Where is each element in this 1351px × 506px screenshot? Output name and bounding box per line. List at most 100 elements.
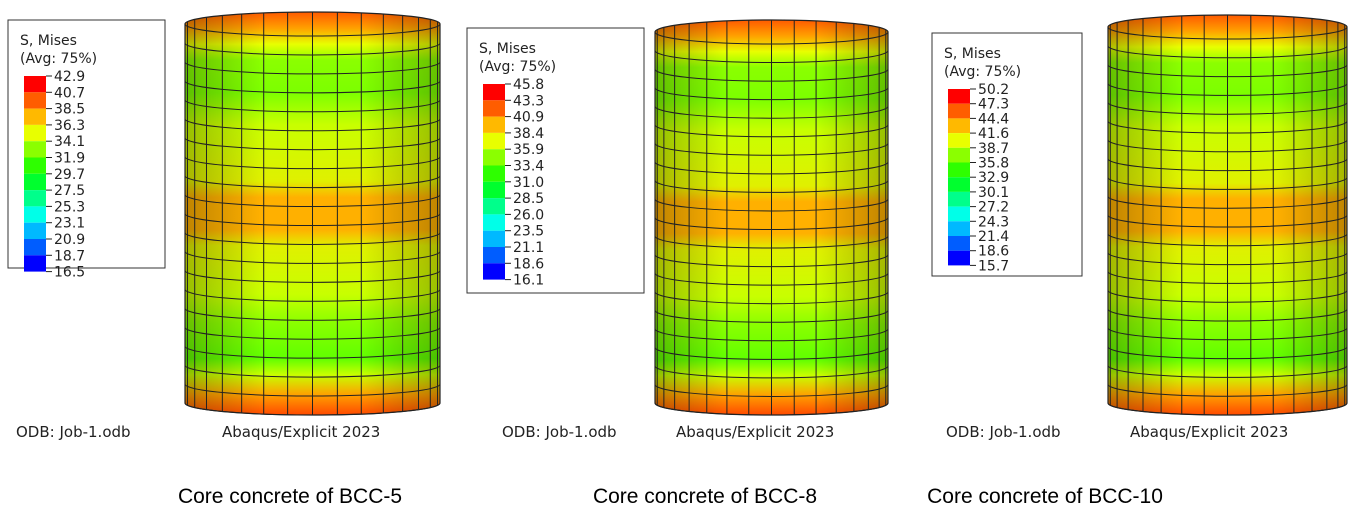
legend-swatch [948, 89, 970, 104]
mesh-line [1107, 158, 1348, 172]
legend-swatch [483, 181, 505, 199]
mesh-line [1107, 177, 1348, 190]
mesh-line [654, 291, 889, 305]
mesh-line [184, 213, 441, 226]
legend-value: 40.7 [54, 85, 85, 101]
mesh-line [654, 347, 889, 360]
software-label: Abaqus/Explicit 2023 [676, 423, 834, 441]
legend-value: 27.2 [978, 200, 1009, 216]
legend-title: S, Mises [20, 33, 77, 49]
caption: Core concrete of BCC-10 [927, 485, 1163, 506]
cylinder-outline [1107, 14, 1348, 416]
legend-value: 45.8 [513, 77, 544, 93]
legend-value: 20.9 [54, 232, 85, 248]
legend-value: 23.5 [513, 224, 544, 240]
legend-value: 18.6 [513, 256, 544, 272]
mesh-line [1107, 290, 1348, 303]
legend-swatch [24, 190, 46, 207]
legend-swatch [483, 214, 505, 231]
legend-swatch [948, 118, 970, 134]
legend-swatch [948, 133, 970, 148]
mesh-line [654, 124, 889, 138]
mesh-line [654, 161, 889, 175]
legend-value: 16.1 [513, 273, 544, 289]
mesh-line [654, 365, 889, 379]
legend-value: 18.6 [978, 244, 1009, 260]
panel: S, Mises (Avg: 75%) 50.247.344.441.638.735… [927, 14, 1348, 506]
legend-value: 31.9 [54, 151, 85, 167]
legend-value: 21.1 [513, 240, 544, 256]
legend-value: 21.4 [978, 229, 1009, 245]
legend-value: 28.5 [513, 191, 544, 207]
mesh-line [1107, 384, 1348, 397]
legend-swatch [948, 103, 970, 119]
legend-swatch [483, 198, 505, 215]
legend-value: 41.6 [978, 126, 1009, 142]
legend-value: 44.4 [978, 111, 1009, 127]
mesh-line [1107, 214, 1348, 228]
legend-value: 29.7 [54, 167, 85, 183]
legend-swatch [948, 236, 970, 251]
legend-swatch [948, 221, 970, 236]
mesh-line [654, 50, 889, 64]
legend-swatch [483, 247, 505, 264]
legend-value: 16.5 [54, 265, 85, 281]
legend-swatch [24, 76, 46, 93]
legend-value: 38.7 [978, 141, 1009, 157]
mesh-line [1107, 139, 1348, 153]
panel: S, Mises (Avg: 75%) 45.843.340.938.435.933… [466, 19, 889, 506]
mesh-line [1107, 233, 1348, 247]
panel: S, Mises (Avg: 75%) 42.940.738.536.334.131… [7, 11, 441, 506]
legend-value: 31.0 [513, 175, 544, 191]
mesh-line [654, 31, 889, 45]
legend-value: 25.3 [54, 199, 85, 215]
legend-swatch [483, 230, 505, 247]
legend-value: 33.4 [513, 159, 544, 175]
mesh-line [184, 251, 441, 264]
mesh-line [184, 270, 441, 283]
legend-value: 24.3 [978, 214, 1009, 230]
mesh-line [184, 232, 441, 245]
cylinder-outline [654, 19, 889, 416]
legend-swatch [24, 222, 46, 239]
legend-swatch [948, 206, 970, 222]
legend-swatch [948, 147, 970, 163]
legend-swatch [483, 116, 505, 133]
mesh-line [184, 23, 441, 37]
mesh-line [184, 175, 441, 189]
mesh-line [1107, 26, 1348, 40]
legend-swatch [24, 92, 46, 109]
mesh-line [654, 235, 889, 249]
legend-swatch [948, 191, 970, 207]
mesh-line [1107, 308, 1348, 322]
mesh-line [1107, 346, 1348, 360]
mesh-line [184, 80, 441, 94]
mesh-line [1107, 120, 1348, 134]
legend-avg: (Avg: 75%) [20, 51, 97, 67]
mesh-line [184, 42, 441, 56]
legend-value: 26.0 [513, 207, 544, 223]
legend-value: 27.5 [54, 183, 85, 199]
legend-value: 38.4 [513, 126, 544, 142]
mesh-line [184, 194, 441, 208]
legend-swatch [24, 124, 46, 142]
mesh-line [1107, 365, 1348, 378]
mesh-line [654, 310, 889, 323]
legend-swatch [24, 141, 46, 158]
mesh-line [1107, 64, 1348, 78]
mesh-line [184, 99, 441, 113]
software-label: Abaqus/Explicit 2023 [222, 423, 380, 441]
legend-swatch [24, 255, 46, 272]
legend-swatch [483, 132, 505, 150]
mesh-line [654, 254, 889, 268]
legend-value: 36.3 [54, 118, 85, 134]
mesh-line [184, 346, 441, 359]
legend-title: S, Mises [944, 46, 1001, 62]
legend-value: 40.9 [513, 110, 544, 126]
legend-value: 35.8 [978, 156, 1009, 172]
odb-label: ODB: Job-1.odb [946, 423, 1061, 441]
mesh-line [654, 328, 889, 342]
legend-value: 38.5 [54, 102, 85, 118]
legend-swatch [24, 108, 46, 125]
mesh-line [184, 289, 441, 302]
